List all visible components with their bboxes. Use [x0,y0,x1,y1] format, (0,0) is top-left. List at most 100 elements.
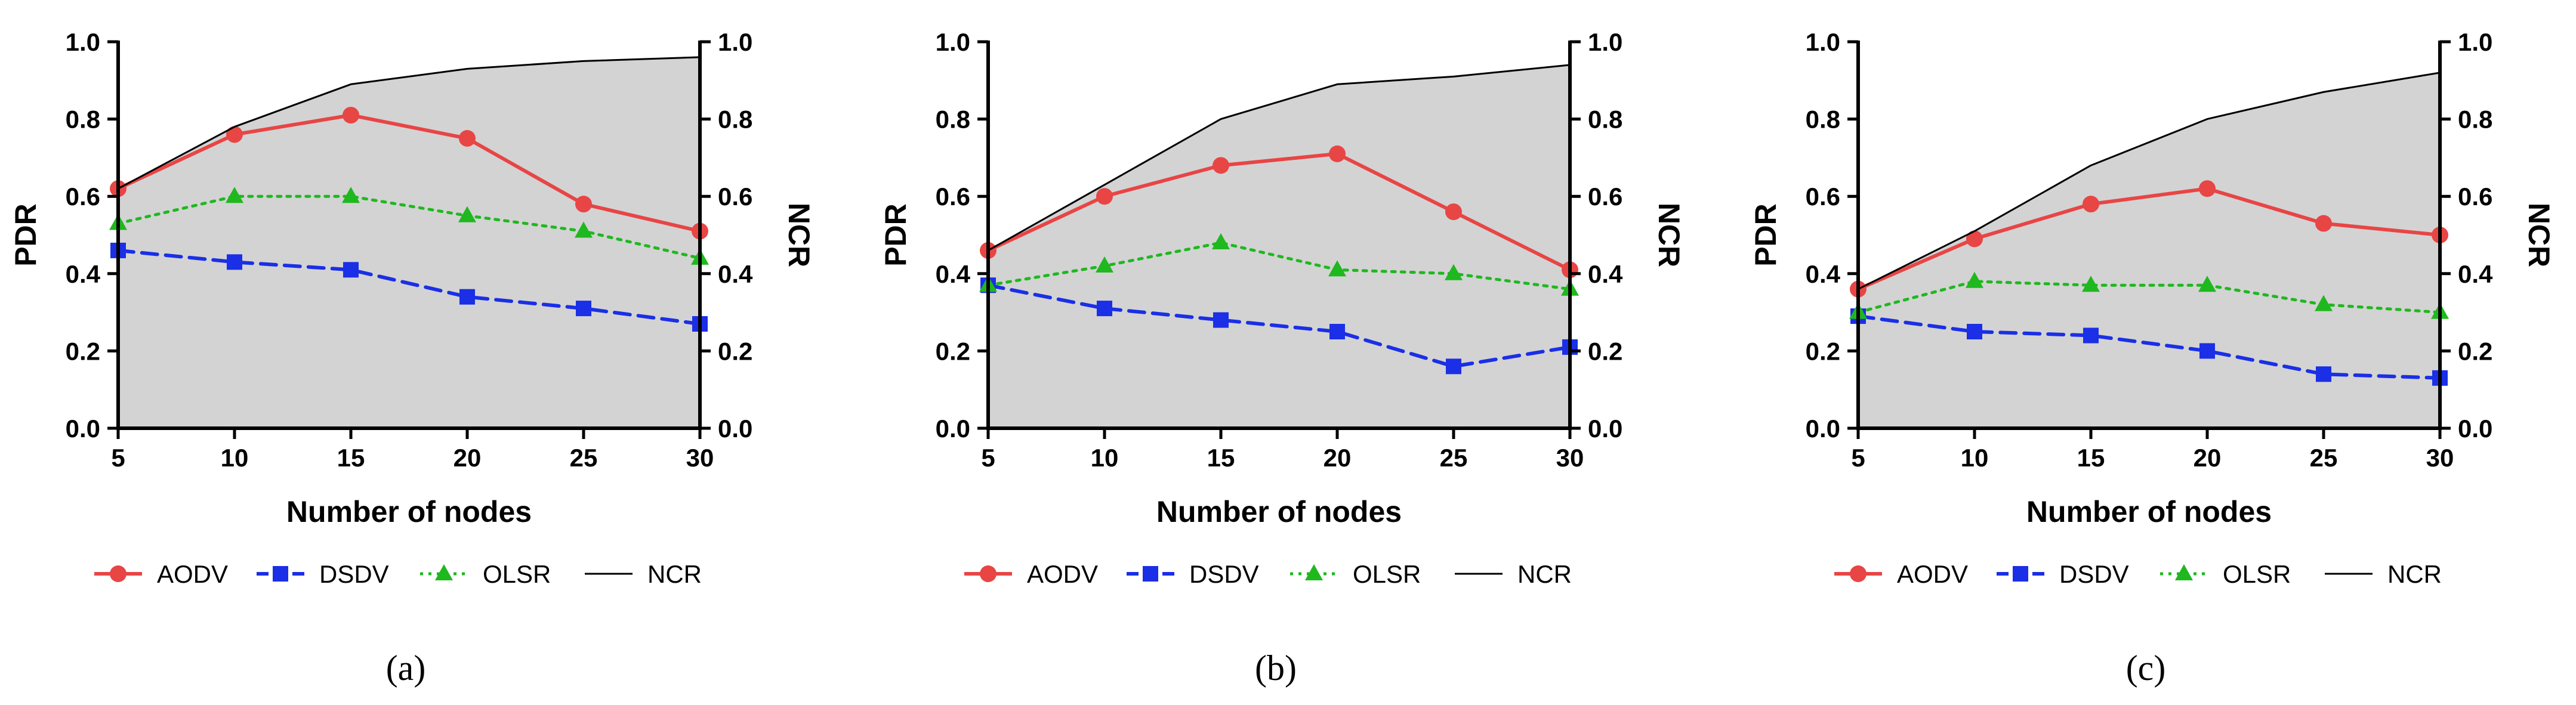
legend-marker-dsdv [1143,566,1158,582]
data-point-dsdv [227,254,242,270]
x-tick-label: 10 [221,444,249,472]
y-tick-label-left: 0.6 [66,183,100,211]
y-tick-label-left: 0.2 [1806,337,1840,365]
legend-label-aodv: AODV [1027,560,1098,588]
chart-panel-b: 0.0 0.0 0.2 0.2 0.4 0.4 0.6 0.6 0.8 0.8 1.0 1.0 5 10 1… [879,28,1686,688]
data-point-aodv [226,126,243,143]
y-tick-label-left: 0.8 [66,106,100,134]
x-tick-label: 15 [1207,444,1235,472]
ncr-area [118,57,700,429]
x-tick-label: 10 [1091,444,1119,472]
x-tick-label: 15 [337,444,365,472]
data-point-olsr [575,221,593,238]
y-tick-label-right: 0.4 [1588,260,1623,288]
x-tick-label: 25 [1440,444,1468,472]
legend-marker-olsr [435,564,453,580]
series-line-dsdv [986,283,1572,369]
data-point-dsdv [2083,327,2099,344]
data-point-dsdv [1967,324,1982,339]
data-point-dsdv [1213,312,1229,328]
legend-marker-dsdv [2013,566,2028,582]
data-point-olsr [1328,260,1346,277]
series-line-aodv [1856,187,2442,291]
x-axis-title: Number of nodes [1156,495,1402,528]
legend-marker-olsr [1305,564,1323,580]
y-tick-label-right: 0.0 [1588,415,1622,443]
legend-marker-dsdv [273,566,288,582]
y-tick-label-right: 0.2 [718,337,752,365]
y-tick-label-right: 0.0 [2458,415,2492,443]
series-line-aodv [986,151,1572,272]
x-tick-label: 20 [1324,444,1352,472]
y-tick-label-right: 0.2 [2458,337,2492,365]
data-point-olsr [1212,233,1230,249]
x-axis-title: Number of nodes [2026,495,2272,528]
data-point-dsdv [1097,301,1112,317]
legend-label-aodv: AODV [1897,560,1968,588]
y-axis-title-left: PDR [1749,203,1782,267]
data-point-aodv [2083,196,2099,213]
legend-label-aodv: AODV [157,560,228,588]
data-point-dsdv [343,262,359,278]
data-point-dsdv [1329,324,1345,339]
data-point-aodv [1329,145,1346,162]
y-tick-label-right: 0.8 [718,106,752,134]
y-tick-label-left: 0.6 [1806,183,1840,211]
y-tick-label-left: 0.8 [1806,106,1840,134]
series-line-ncr [117,56,701,190]
y-tick-label-right: 0.0 [718,415,752,443]
y-tick-label-left: 0.4 [66,260,101,288]
data-point-olsr [1096,256,1113,273]
data-point-dsdv [2316,366,2331,382]
x-tick-label: 20 [2194,444,2222,472]
series-line-olsr [116,194,702,260]
data-point-dsdv [459,289,475,305]
y-tick-label-right: 0.4 [718,260,753,288]
x-tick-label: 15 [2077,444,2105,472]
y-tick-label-left: 0.0 [936,415,970,443]
y-tick-label-right: 0.6 [1588,183,1622,211]
x-tick-label: 5 [111,444,125,472]
y-axis-title-right: NCR [782,203,816,267]
data-point-olsr [2198,276,2216,292]
y-axis-title-left: PDR [9,203,42,267]
legend-marker-aodv [980,565,997,582]
y-tick-label-right: 0.6 [2458,183,2492,211]
data-point-olsr [1966,271,1983,288]
series-line-ncr [987,64,1571,252]
data-point-aodv [1966,230,1983,248]
data-point-dsdv [1446,358,1461,375]
legend-label-dsdv: DSDV [319,560,389,588]
x-tick-label: 10 [1961,444,1989,472]
data-point-olsr [458,206,476,222]
y-tick-label-left: 0.8 [936,106,970,134]
ncr-area [988,64,1570,428]
data-point-aodv [575,196,592,213]
x-tick-label: 30 [686,444,714,472]
data-point-aodv [1213,157,1229,174]
panel-label: (c) [2126,648,2166,688]
x-tick-label: 25 [2310,444,2338,472]
y-tick-label-left: 0.4 [1806,260,1841,288]
x-tick-label: 20 [454,444,482,472]
data-point-aodv [2199,180,2216,197]
y-tick-label-left: 0.2 [936,337,970,365]
legend-marker-olsr [2175,564,2193,580]
x-tick-label: 5 [981,444,995,472]
chart-panel-c: 0.0 0.0 0.2 0.2 0.4 0.4 0.6 0.6 0.8 0.8 1.0 1.0 5 10 1… [1749,28,2556,688]
series-line-ncr [1857,72,2441,290]
y-tick-label-left: 1.0 [1806,28,1840,56]
x-axis-title: Number of nodes [286,495,532,528]
y-axis-title-left: PDR [879,203,912,267]
y-tick-label-left: 1.0 [936,28,970,56]
series-line-olsr [986,241,1572,291]
y-axis-title-right: NCR [1652,203,1686,267]
legend-marker-aodv [1850,565,1867,582]
panel-label: (b) [1255,648,1297,688]
y-tick-label-right: 0.6 [718,183,752,211]
x-tick-label: 30 [1556,444,1584,472]
legend-label-olsr: OLSR [483,560,551,588]
legend: AODV DSDV OLSR NCR [94,560,702,588]
legend-label-ncr: NCR [2387,560,2442,588]
